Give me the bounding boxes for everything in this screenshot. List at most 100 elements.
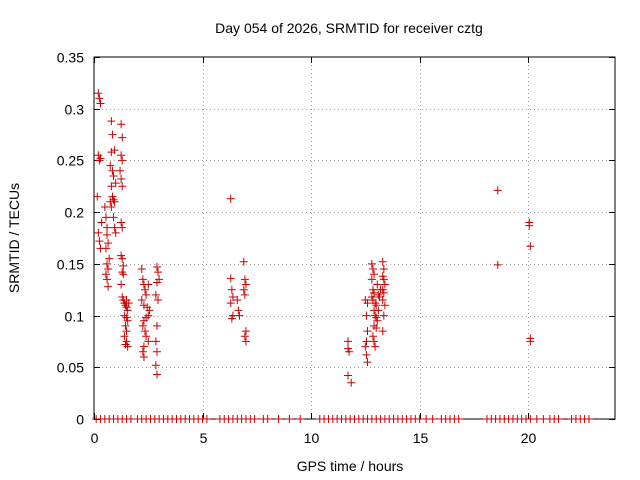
data-point <box>554 415 563 423</box>
tick-labels: 0 0.05 0.1 0.15 0.2 0.25 0.3 0.35 0 5 10 15 20 <box>57 50 537 447</box>
data-point <box>362 337 371 346</box>
data-point <box>362 311 371 320</box>
data-point <box>95 156 104 165</box>
data-point <box>361 342 370 351</box>
data-point <box>144 337 153 346</box>
data-point <box>139 342 148 351</box>
data-point <box>107 148 116 157</box>
data-point <box>493 186 502 195</box>
data-point <box>118 223 127 232</box>
data-point <box>103 230 112 239</box>
data-point <box>107 182 116 191</box>
data-point <box>380 280 389 289</box>
data-point <box>110 146 119 155</box>
data-point <box>152 262 161 271</box>
data-point <box>151 290 160 299</box>
data-point <box>123 342 132 351</box>
data-point <box>96 99 105 108</box>
data-point <box>101 244 110 253</box>
data-point <box>226 299 235 308</box>
x-tick-label: 10 <box>304 430 320 446</box>
y-tick-label: 0.25 <box>57 153 84 169</box>
data-point <box>239 257 248 266</box>
data-point <box>124 299 133 308</box>
data-point <box>374 290 383 299</box>
data-point <box>118 156 127 165</box>
data-point <box>367 259 376 268</box>
data-point <box>109 171 118 180</box>
data-point <box>95 94 104 103</box>
data-point <box>235 311 244 320</box>
data-point <box>428 415 437 423</box>
data-point <box>106 197 115 206</box>
data-point <box>94 228 103 237</box>
data-point <box>525 221 534 230</box>
data-point <box>105 254 114 263</box>
data-point <box>379 265 388 274</box>
data-point <box>241 327 250 336</box>
data-point <box>122 327 131 336</box>
data-point <box>343 371 352 380</box>
data-point <box>119 270 128 279</box>
data-point <box>117 175 126 184</box>
data-points <box>92 89 593 423</box>
x-axis-label: GPS time / hours <box>297 458 404 474</box>
data-point <box>285 415 294 423</box>
data-point <box>142 290 151 299</box>
data-point <box>154 296 163 305</box>
data-point <box>123 306 132 315</box>
data-point <box>226 194 235 203</box>
data-point <box>526 242 535 251</box>
y-tick-label: 0.1 <box>65 309 85 325</box>
data-point <box>138 275 147 284</box>
data-point <box>347 378 356 387</box>
data-point <box>343 337 352 346</box>
data-point <box>101 270 110 279</box>
chart-title: Day 054 of 2026, SRMTID for receiver czt… <box>215 20 483 36</box>
data-point <box>239 285 248 294</box>
data-point <box>118 254 127 263</box>
data-point <box>117 280 126 289</box>
axis-ticks <box>94 57 615 420</box>
data-point <box>379 311 388 320</box>
data-point <box>379 288 388 297</box>
data-point <box>370 288 379 297</box>
data-point <box>373 316 382 325</box>
data-point <box>152 321 161 330</box>
data-point <box>154 268 163 277</box>
data-point <box>371 342 380 351</box>
data-point <box>120 332 129 341</box>
data-point <box>372 301 381 310</box>
data-point <box>371 311 380 320</box>
data-point <box>108 166 117 175</box>
data-point <box>363 299 372 308</box>
data-point <box>228 292 237 301</box>
data-point <box>109 195 118 204</box>
data-point <box>374 306 383 315</box>
data-point <box>152 347 161 356</box>
data-point <box>106 161 115 170</box>
data-point <box>137 296 146 305</box>
data-point <box>107 202 116 211</box>
data-point <box>240 290 249 299</box>
data-point <box>139 301 148 310</box>
data-point <box>370 337 379 346</box>
data-point <box>234 306 243 315</box>
data-point <box>118 182 127 191</box>
data-point <box>144 280 153 289</box>
data-point <box>263 415 272 423</box>
data-point <box>368 265 377 274</box>
y-tick-label: 0 <box>76 412 84 428</box>
y-tick-label: 0.15 <box>57 257 84 273</box>
data-point <box>118 133 127 142</box>
x-tick-label: 0 <box>91 430 99 446</box>
data-point <box>138 347 147 356</box>
data-point <box>139 316 148 325</box>
x-tick-label: 5 <box>200 430 208 446</box>
data-point <box>139 352 148 361</box>
data-point <box>584 415 593 423</box>
data-point <box>123 316 132 325</box>
data-point <box>101 213 110 222</box>
data-point <box>379 275 388 284</box>
